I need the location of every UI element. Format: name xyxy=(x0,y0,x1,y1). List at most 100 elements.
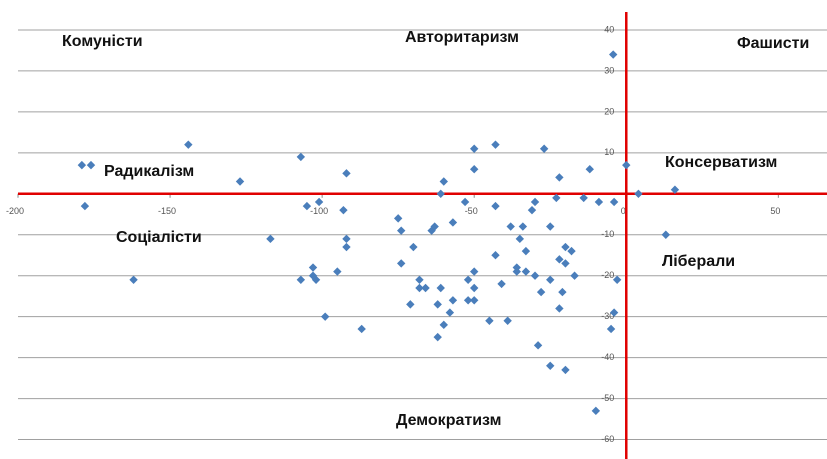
point xyxy=(470,144,479,153)
annotation: Соціалісти xyxy=(116,229,202,246)
point xyxy=(670,185,680,194)
point xyxy=(561,365,570,375)
point xyxy=(567,246,576,256)
point xyxy=(512,267,521,276)
point xyxy=(308,263,318,272)
point xyxy=(296,152,306,162)
point xyxy=(409,242,418,252)
point xyxy=(521,246,531,256)
y-tick-label: -20 xyxy=(601,270,614,280)
point xyxy=(634,189,643,198)
y-tick-label: 10 xyxy=(604,147,614,157)
y-tick-label: -50 xyxy=(601,393,614,403)
y-tick-label: -30 xyxy=(601,311,614,321)
x-tick-label: -50 xyxy=(465,206,478,216)
point xyxy=(448,296,458,305)
point xyxy=(470,165,479,174)
x-tick-label: 50 xyxy=(770,206,780,216)
point xyxy=(415,283,424,293)
point xyxy=(546,222,555,231)
y-tick-label: 40 xyxy=(604,24,614,34)
point xyxy=(342,169,351,178)
point xyxy=(308,271,318,280)
point xyxy=(415,275,424,284)
point xyxy=(555,173,564,182)
point xyxy=(421,283,430,293)
point xyxy=(533,341,543,350)
point xyxy=(606,324,616,334)
point xyxy=(530,271,540,280)
point xyxy=(470,296,479,305)
point xyxy=(339,205,348,215)
point xyxy=(591,406,601,416)
point xyxy=(561,242,570,252)
point xyxy=(546,275,555,284)
point xyxy=(430,222,439,231)
point xyxy=(521,267,531,276)
y-tick-label: -60 xyxy=(601,434,614,444)
point xyxy=(527,205,537,215)
point xyxy=(436,189,445,198)
y-tick-label: -40 xyxy=(601,352,614,362)
y-tick-label: -10 xyxy=(601,229,614,239)
point xyxy=(539,144,549,153)
point xyxy=(497,279,506,289)
point xyxy=(439,320,448,330)
point xyxy=(393,214,403,223)
point xyxy=(515,234,525,244)
point xyxy=(546,361,555,371)
x-tick-label: -100 xyxy=(310,206,328,216)
x-tick-label: -150 xyxy=(158,206,176,216)
point xyxy=(503,316,512,325)
point xyxy=(86,160,96,170)
point xyxy=(427,226,436,235)
point xyxy=(433,332,442,342)
point xyxy=(433,300,442,309)
x-tick-label: -200 xyxy=(6,206,24,216)
point xyxy=(552,193,561,203)
point xyxy=(460,197,470,207)
point xyxy=(622,160,631,170)
point xyxy=(436,283,445,293)
annotation: Консерватизм xyxy=(665,154,777,171)
point xyxy=(342,234,351,244)
point xyxy=(609,308,619,317)
point xyxy=(491,201,500,211)
point xyxy=(80,201,90,211)
point xyxy=(184,140,193,149)
annotation: Комуністи xyxy=(62,33,143,50)
point xyxy=(491,251,500,260)
point xyxy=(491,140,500,149)
point xyxy=(558,287,567,297)
annotation: Ліберали xyxy=(662,253,735,270)
point xyxy=(594,197,604,207)
point xyxy=(439,177,448,186)
point xyxy=(463,275,473,284)
point xyxy=(296,275,306,284)
point xyxy=(530,197,540,207)
point xyxy=(445,308,455,317)
point xyxy=(320,312,330,321)
point xyxy=(333,267,342,276)
annotation: Авторитаризм xyxy=(405,29,519,46)
annotation: Демократизм xyxy=(396,412,501,429)
point xyxy=(518,222,528,231)
point xyxy=(397,226,406,235)
point xyxy=(129,275,138,284)
point xyxy=(397,259,406,268)
point xyxy=(608,50,618,59)
point xyxy=(448,218,458,227)
point xyxy=(302,201,312,211)
annotation: Фашисти xyxy=(737,35,809,52)
y-tick-label: 30 xyxy=(604,65,614,75)
point xyxy=(470,267,479,276)
point xyxy=(570,271,579,280)
point xyxy=(609,197,619,207)
point xyxy=(406,300,415,309)
point xyxy=(555,304,564,313)
x-tick-label: 0 xyxy=(621,206,626,216)
point xyxy=(555,255,564,264)
point xyxy=(561,259,570,268)
point xyxy=(266,234,275,244)
